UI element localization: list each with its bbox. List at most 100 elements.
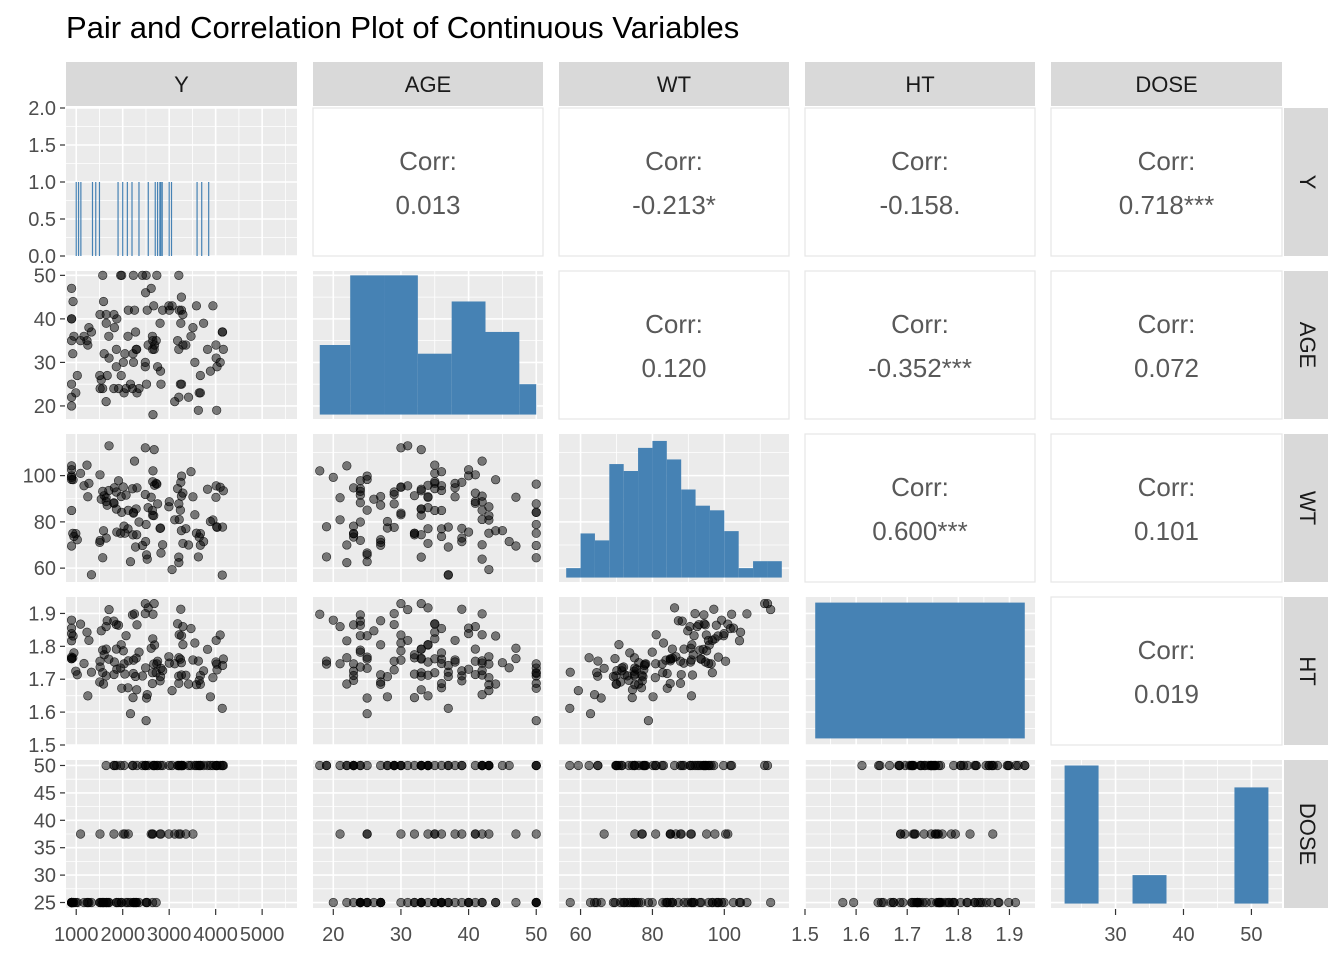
scatter-point xyxy=(436,623,447,634)
scatter-point xyxy=(148,336,158,346)
scatter-point xyxy=(355,498,365,508)
y-tick-label: 80 xyxy=(34,512,56,534)
scatter-point xyxy=(531,519,541,530)
x-tick-label: 4000 xyxy=(193,924,238,946)
scatter-point xyxy=(709,604,719,614)
scatter-point xyxy=(931,829,941,839)
scatter-point xyxy=(66,623,77,633)
x-tick-label: 60 xyxy=(569,924,591,946)
scatter-point xyxy=(647,897,657,908)
corr-value: -0.158. xyxy=(880,190,961,220)
scatter-point xyxy=(849,897,859,908)
scatter-point xyxy=(68,296,78,307)
scatter-point xyxy=(608,671,618,682)
x-tick-label: 1.6 xyxy=(842,924,870,946)
scatter-point xyxy=(174,392,184,402)
scatter-point xyxy=(389,609,399,619)
scatter-point xyxy=(416,685,426,695)
strip-row-label-age: AGE xyxy=(1295,322,1320,368)
hist-bar xyxy=(519,384,537,415)
scatter-point xyxy=(457,604,467,614)
scatter-point xyxy=(701,630,711,640)
corr-value: 0.101 xyxy=(1134,516,1199,546)
hist-bar xyxy=(485,331,520,415)
scatter-point xyxy=(710,634,720,644)
scatter-point xyxy=(436,678,447,689)
scatter-point xyxy=(66,379,77,389)
scatter-point xyxy=(101,671,111,681)
y-tick-label: 30 xyxy=(34,352,56,374)
scatter-point xyxy=(679,644,689,654)
scatter-point xyxy=(409,491,420,501)
strip-col-wt xyxy=(559,62,789,106)
hist-bar xyxy=(609,464,624,578)
scatter-point xyxy=(98,553,108,563)
scatter-point xyxy=(511,897,521,908)
scatter-point xyxy=(194,532,204,542)
scatter-point xyxy=(202,760,213,771)
scatter-point xyxy=(416,760,426,771)
hist-bar xyxy=(384,275,418,415)
scatter-point xyxy=(141,760,151,771)
scatter-point xyxy=(321,552,332,562)
scatter-point xyxy=(84,478,94,488)
scatter-point xyxy=(156,548,166,558)
y-tick-label: 1.5 xyxy=(28,735,56,757)
scatter-point xyxy=(531,540,541,551)
scatter-point xyxy=(677,616,687,626)
hist-bar xyxy=(695,505,710,578)
scatter-point xyxy=(101,496,111,507)
scatter-point xyxy=(130,327,141,337)
scatter-point xyxy=(396,646,406,656)
strip-col-label-ht: HT xyxy=(905,72,934,97)
scatter-point xyxy=(215,482,225,492)
scatter-point xyxy=(443,542,453,552)
scatter-point xyxy=(186,467,196,477)
scatter-point xyxy=(176,670,187,680)
scatter-point xyxy=(156,379,166,389)
scatter-point xyxy=(362,709,372,719)
y-tick-label: 1.7 xyxy=(28,669,56,691)
scatter-point xyxy=(369,494,379,504)
scatter-point xyxy=(610,897,620,908)
scatter-point xyxy=(423,524,433,534)
scatter-point xyxy=(128,693,138,703)
scatter-point xyxy=(436,467,447,477)
scatter-point xyxy=(389,665,399,675)
scatter-point xyxy=(116,270,126,280)
scatter-point xyxy=(86,667,97,677)
scatter-point xyxy=(101,533,111,543)
scatter-point xyxy=(193,552,203,562)
scatter-point xyxy=(665,897,675,908)
scatter-point xyxy=(484,528,494,538)
corr-value: 0.718*** xyxy=(1119,190,1214,220)
scatter-point xyxy=(153,499,163,509)
x-tick-label: 30 xyxy=(1104,924,1126,946)
scatter-point xyxy=(531,479,541,489)
scatter-point xyxy=(121,631,131,641)
scatter-point xyxy=(176,477,186,487)
scatter-point xyxy=(669,603,680,613)
scatter-point xyxy=(908,829,919,839)
scatter-point xyxy=(148,609,158,619)
y-tick-label: 45 xyxy=(34,783,56,805)
scatter-point xyxy=(174,270,184,280)
hist-bar xyxy=(319,345,351,415)
scatter-point xyxy=(470,470,480,480)
scatter-point xyxy=(98,679,109,689)
corr-panel-age-ht xyxy=(804,270,1036,420)
y-tick-label: 0.5 xyxy=(28,209,56,231)
scatter-point xyxy=(463,465,474,475)
scatter-point xyxy=(348,666,359,676)
y-tick-label: 50 xyxy=(34,265,56,287)
hist-bar xyxy=(623,471,639,578)
scatter-point xyxy=(430,654,440,664)
scatter-point xyxy=(355,517,365,527)
scatter-point xyxy=(884,760,895,771)
scatter-point xyxy=(909,760,919,771)
scatter-point xyxy=(202,344,213,354)
scatter-point xyxy=(83,492,93,502)
scatter-point xyxy=(409,829,420,839)
scatter-point xyxy=(584,653,594,663)
scatter-point xyxy=(436,505,447,516)
